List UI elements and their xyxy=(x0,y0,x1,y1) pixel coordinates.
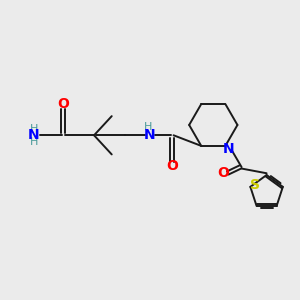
Text: O: O xyxy=(218,166,229,180)
Text: H: H xyxy=(144,122,153,132)
Text: O: O xyxy=(57,98,69,111)
Text: S: S xyxy=(250,178,260,192)
Text: N: N xyxy=(223,142,235,156)
Text: H: H xyxy=(29,124,38,134)
Text: N: N xyxy=(28,128,40,142)
Text: O: O xyxy=(166,159,178,173)
Text: N: N xyxy=(144,128,156,142)
Text: H: H xyxy=(29,137,38,147)
